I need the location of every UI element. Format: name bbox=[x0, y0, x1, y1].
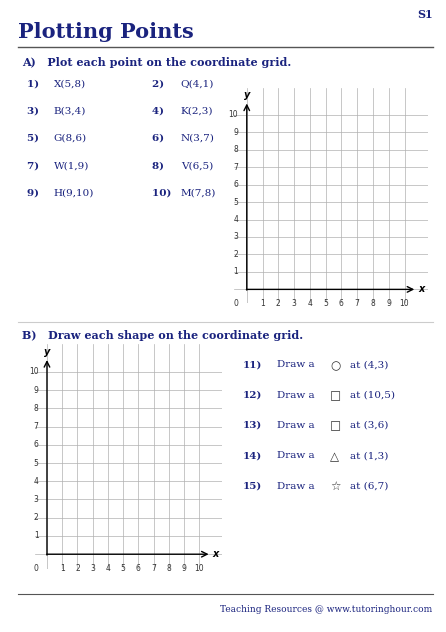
Text: 3: 3 bbox=[233, 233, 238, 241]
Text: Teaching Resources @ www.tutoringhour.com: Teaching Resources @ www.tutoringhour.co… bbox=[220, 605, 433, 614]
Text: 5: 5 bbox=[34, 458, 39, 468]
Text: at (10,5): at (10,5) bbox=[350, 391, 395, 399]
Text: 9: 9 bbox=[182, 564, 186, 573]
Text: 5: 5 bbox=[121, 564, 126, 573]
Text: □: □ bbox=[330, 389, 341, 403]
Text: at (4,3): at (4,3) bbox=[350, 360, 388, 369]
Text: 0: 0 bbox=[233, 299, 238, 308]
Text: 7: 7 bbox=[233, 162, 238, 172]
Text: 10: 10 bbox=[400, 299, 409, 308]
Text: 4): 4) bbox=[152, 107, 171, 116]
Text: N(3,7): N(3,7) bbox=[181, 134, 215, 143]
Text: 8: 8 bbox=[166, 564, 171, 573]
Text: 3: 3 bbox=[292, 299, 297, 308]
Text: 10: 10 bbox=[194, 564, 204, 573]
Text: 15): 15) bbox=[243, 482, 262, 490]
Text: V(6,5): V(6,5) bbox=[181, 161, 213, 170]
Text: at (1,3): at (1,3) bbox=[350, 451, 388, 460]
Text: 7: 7 bbox=[34, 422, 39, 431]
Text: 4: 4 bbox=[105, 564, 110, 573]
Text: 8): 8) bbox=[152, 161, 171, 170]
Text: 7: 7 bbox=[355, 299, 359, 308]
Text: △: △ bbox=[330, 450, 339, 463]
Text: 4: 4 bbox=[307, 299, 312, 308]
Text: 12): 12) bbox=[243, 391, 262, 399]
Text: y: y bbox=[244, 90, 250, 100]
Text: 6: 6 bbox=[136, 564, 141, 573]
Text: 1: 1 bbox=[260, 299, 265, 308]
Text: 6): 6) bbox=[152, 134, 171, 143]
Text: 0: 0 bbox=[34, 564, 39, 573]
Text: B)   Draw each shape on the coordinate grid.: B) Draw each shape on the coordinate gri… bbox=[22, 330, 303, 341]
Text: 1: 1 bbox=[34, 532, 39, 540]
Text: 1): 1) bbox=[27, 80, 46, 88]
Text: A)   Plot each point on the coordinate grid.: A) Plot each point on the coordinate gri… bbox=[22, 57, 292, 68]
Text: Plotting Points: Plotting Points bbox=[18, 22, 194, 42]
Text: 9: 9 bbox=[233, 128, 238, 137]
Text: 9: 9 bbox=[34, 386, 39, 394]
Text: 13): 13) bbox=[243, 421, 262, 430]
Text: at (3,6): at (3,6) bbox=[350, 421, 388, 430]
Text: 1: 1 bbox=[60, 564, 65, 573]
Text: H(9,10): H(9,10) bbox=[54, 188, 94, 197]
Text: Draw a: Draw a bbox=[277, 421, 314, 430]
Text: 8: 8 bbox=[233, 145, 238, 154]
Text: 6: 6 bbox=[339, 299, 344, 308]
Text: 2): 2) bbox=[152, 80, 171, 88]
Text: Draw a: Draw a bbox=[277, 482, 314, 490]
Text: 2: 2 bbox=[34, 513, 39, 522]
Text: 4: 4 bbox=[233, 215, 238, 224]
Text: W(1,9): W(1,9) bbox=[54, 161, 89, 170]
Text: 7): 7) bbox=[27, 161, 46, 170]
Text: 7: 7 bbox=[151, 564, 156, 573]
Text: ○: ○ bbox=[330, 359, 340, 372]
Text: G(8,6): G(8,6) bbox=[54, 134, 87, 143]
Text: 6: 6 bbox=[34, 441, 39, 449]
Text: 8: 8 bbox=[34, 404, 39, 413]
Text: □: □ bbox=[330, 420, 341, 433]
Text: 9): 9) bbox=[27, 188, 46, 197]
Text: 3): 3) bbox=[27, 107, 46, 116]
Text: 10): 10) bbox=[152, 188, 178, 197]
Text: Q(4,1): Q(4,1) bbox=[181, 80, 214, 88]
Text: 5): 5) bbox=[27, 134, 46, 143]
Text: 1: 1 bbox=[233, 267, 238, 276]
Text: ☆: ☆ bbox=[330, 480, 341, 494]
Text: 10: 10 bbox=[29, 367, 39, 376]
Text: 6: 6 bbox=[233, 180, 238, 189]
Text: X(5,8): X(5,8) bbox=[54, 80, 86, 88]
Text: 10: 10 bbox=[228, 110, 238, 119]
Text: Draw a: Draw a bbox=[277, 391, 314, 399]
Text: x: x bbox=[213, 549, 219, 559]
Text: 4: 4 bbox=[34, 477, 39, 486]
Text: 3: 3 bbox=[90, 564, 95, 573]
Text: 2: 2 bbox=[75, 564, 80, 573]
Text: K(2,3): K(2,3) bbox=[181, 107, 213, 116]
Text: 14): 14) bbox=[243, 451, 262, 460]
Text: 2: 2 bbox=[233, 250, 238, 259]
Text: B(3,4): B(3,4) bbox=[54, 107, 86, 116]
Text: 11): 11) bbox=[243, 360, 262, 369]
Text: y: y bbox=[44, 347, 50, 356]
Text: Draw a: Draw a bbox=[277, 360, 314, 369]
Text: S1: S1 bbox=[417, 9, 433, 20]
Text: x: x bbox=[419, 284, 425, 295]
Text: Draw a: Draw a bbox=[277, 451, 314, 460]
Text: 2: 2 bbox=[276, 299, 281, 308]
Text: 3: 3 bbox=[34, 495, 39, 504]
Text: 5: 5 bbox=[233, 198, 238, 207]
Text: 9: 9 bbox=[386, 299, 391, 308]
Text: M(7,8): M(7,8) bbox=[181, 188, 216, 197]
Text: 5: 5 bbox=[323, 299, 328, 308]
Text: at (6,7): at (6,7) bbox=[350, 482, 388, 490]
Text: 8: 8 bbox=[371, 299, 376, 308]
